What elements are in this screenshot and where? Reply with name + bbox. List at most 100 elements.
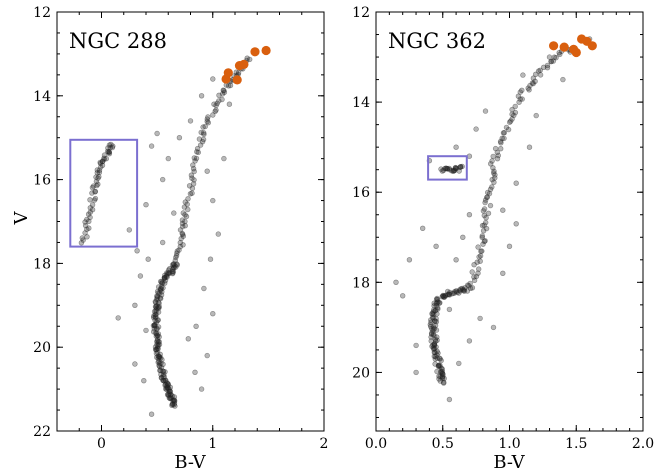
star-point: [446, 292, 453, 298]
star-point: [535, 68, 542, 74]
star-point: [220, 87, 227, 93]
star-point: [152, 344, 159, 350]
star-point: [448, 168, 455, 174]
star-point: [162, 280, 168, 286]
star-point: [456, 290, 462, 296]
star-point: [453, 165, 459, 172]
star-point: [429, 311, 435, 317]
star-point: [467, 280, 473, 287]
star-point: [446, 165, 452, 172]
star-point: [153, 330, 159, 336]
star-point: [433, 307, 439, 313]
star-point: [509, 116, 515, 122]
star-point: [164, 380, 170, 386]
star-point: [152, 346, 159, 353]
star-point: [194, 145, 201, 152]
star-point: [436, 362, 442, 368]
star-point: [155, 299, 162, 306]
star-point: [162, 277, 169, 284]
star-point: [176, 135, 183, 141]
star-point: [429, 310, 435, 317]
star-point: [197, 142, 204, 148]
star-point: [164, 274, 170, 280]
star-point: [158, 371, 164, 378]
star-point: [89, 207, 96, 213]
star-point: [520, 72, 526, 78]
y-tick-label-ngc288: 14: [33, 89, 51, 105]
star-point: [435, 305, 441, 311]
star-point: [171, 265, 177, 271]
star-point: [185, 196, 191, 202]
star-point: [160, 176, 166, 183]
star-point: [537, 67, 543, 74]
star-point: [153, 303, 160, 309]
star-point: [485, 189, 491, 196]
star-point: [434, 348, 440, 354]
star-point: [466, 338, 473, 344]
star-point: [221, 155, 227, 162]
star-point: [430, 328, 436, 334]
star-point: [506, 243, 513, 250]
star-point: [97, 160, 104, 167]
star-point: [517, 89, 523, 95]
panel-title-ngc288: NGC 288: [69, 29, 167, 53]
star-point: [434, 355, 440, 361]
x-tick-label-ngc288: 1: [208, 436, 217, 452]
star-point: [151, 308, 158, 315]
star-point: [160, 285, 166, 291]
star-point: [438, 368, 444, 375]
star-point: [205, 119, 212, 126]
star-point: [533, 112, 539, 119]
star-point: [483, 219, 489, 226]
star-point: [513, 221, 519, 227]
star-point: [152, 323, 158, 329]
star-point: [189, 190, 195, 196]
star-point: [174, 262, 181, 268]
star-point: [436, 373, 442, 379]
star-point: [433, 296, 440, 302]
star-point: [160, 239, 166, 246]
star-point: [477, 315, 483, 322]
star-point: [154, 305, 160, 311]
plot-frame-ngc288: [56, 11, 325, 432]
star-point: [158, 292, 165, 298]
star-point: [452, 167, 458, 174]
star-point: [170, 264, 177, 270]
star-point: [151, 322, 158, 329]
star-point: [482, 197, 489, 203]
x-axis-label-ngc362: B-V: [493, 452, 525, 473]
star-point: [154, 339, 160, 345]
star-point: [170, 268, 177, 275]
star-point: [432, 361, 438, 367]
star-point: [134, 248, 140, 254]
star-point: [187, 191, 194, 197]
star-point: [87, 214, 93, 221]
star-point: [158, 355, 164, 361]
star-point: [154, 293, 161, 300]
selection-box-rect: [427, 155, 468, 181]
star-point: [431, 342, 438, 348]
star-point: [171, 400, 178, 406]
star-point: [441, 380, 447, 386]
star-point: [165, 381, 171, 387]
star-point: [489, 184, 495, 190]
star-point: [162, 275, 168, 281]
star-point: [450, 168, 456, 175]
star-point: [453, 144, 459, 150]
star-point: [457, 288, 463, 294]
star-point: [532, 78, 538, 85]
star-point: [97, 164, 104, 170]
star-point: [460, 287, 467, 294]
star-point: [166, 386, 172, 392]
star-point: [183, 213, 190, 220]
star-point: [479, 248, 485, 254]
star-point: [233, 69, 240, 75]
star-point: [480, 228, 487, 234]
star-point: [214, 100, 220, 107]
star-point: [433, 344, 439, 350]
star-point: [171, 394, 178, 400]
star-point: [154, 354, 160, 360]
star-point: [179, 220, 186, 227]
star-point: [439, 374, 445, 380]
star-point: [440, 373, 446, 380]
